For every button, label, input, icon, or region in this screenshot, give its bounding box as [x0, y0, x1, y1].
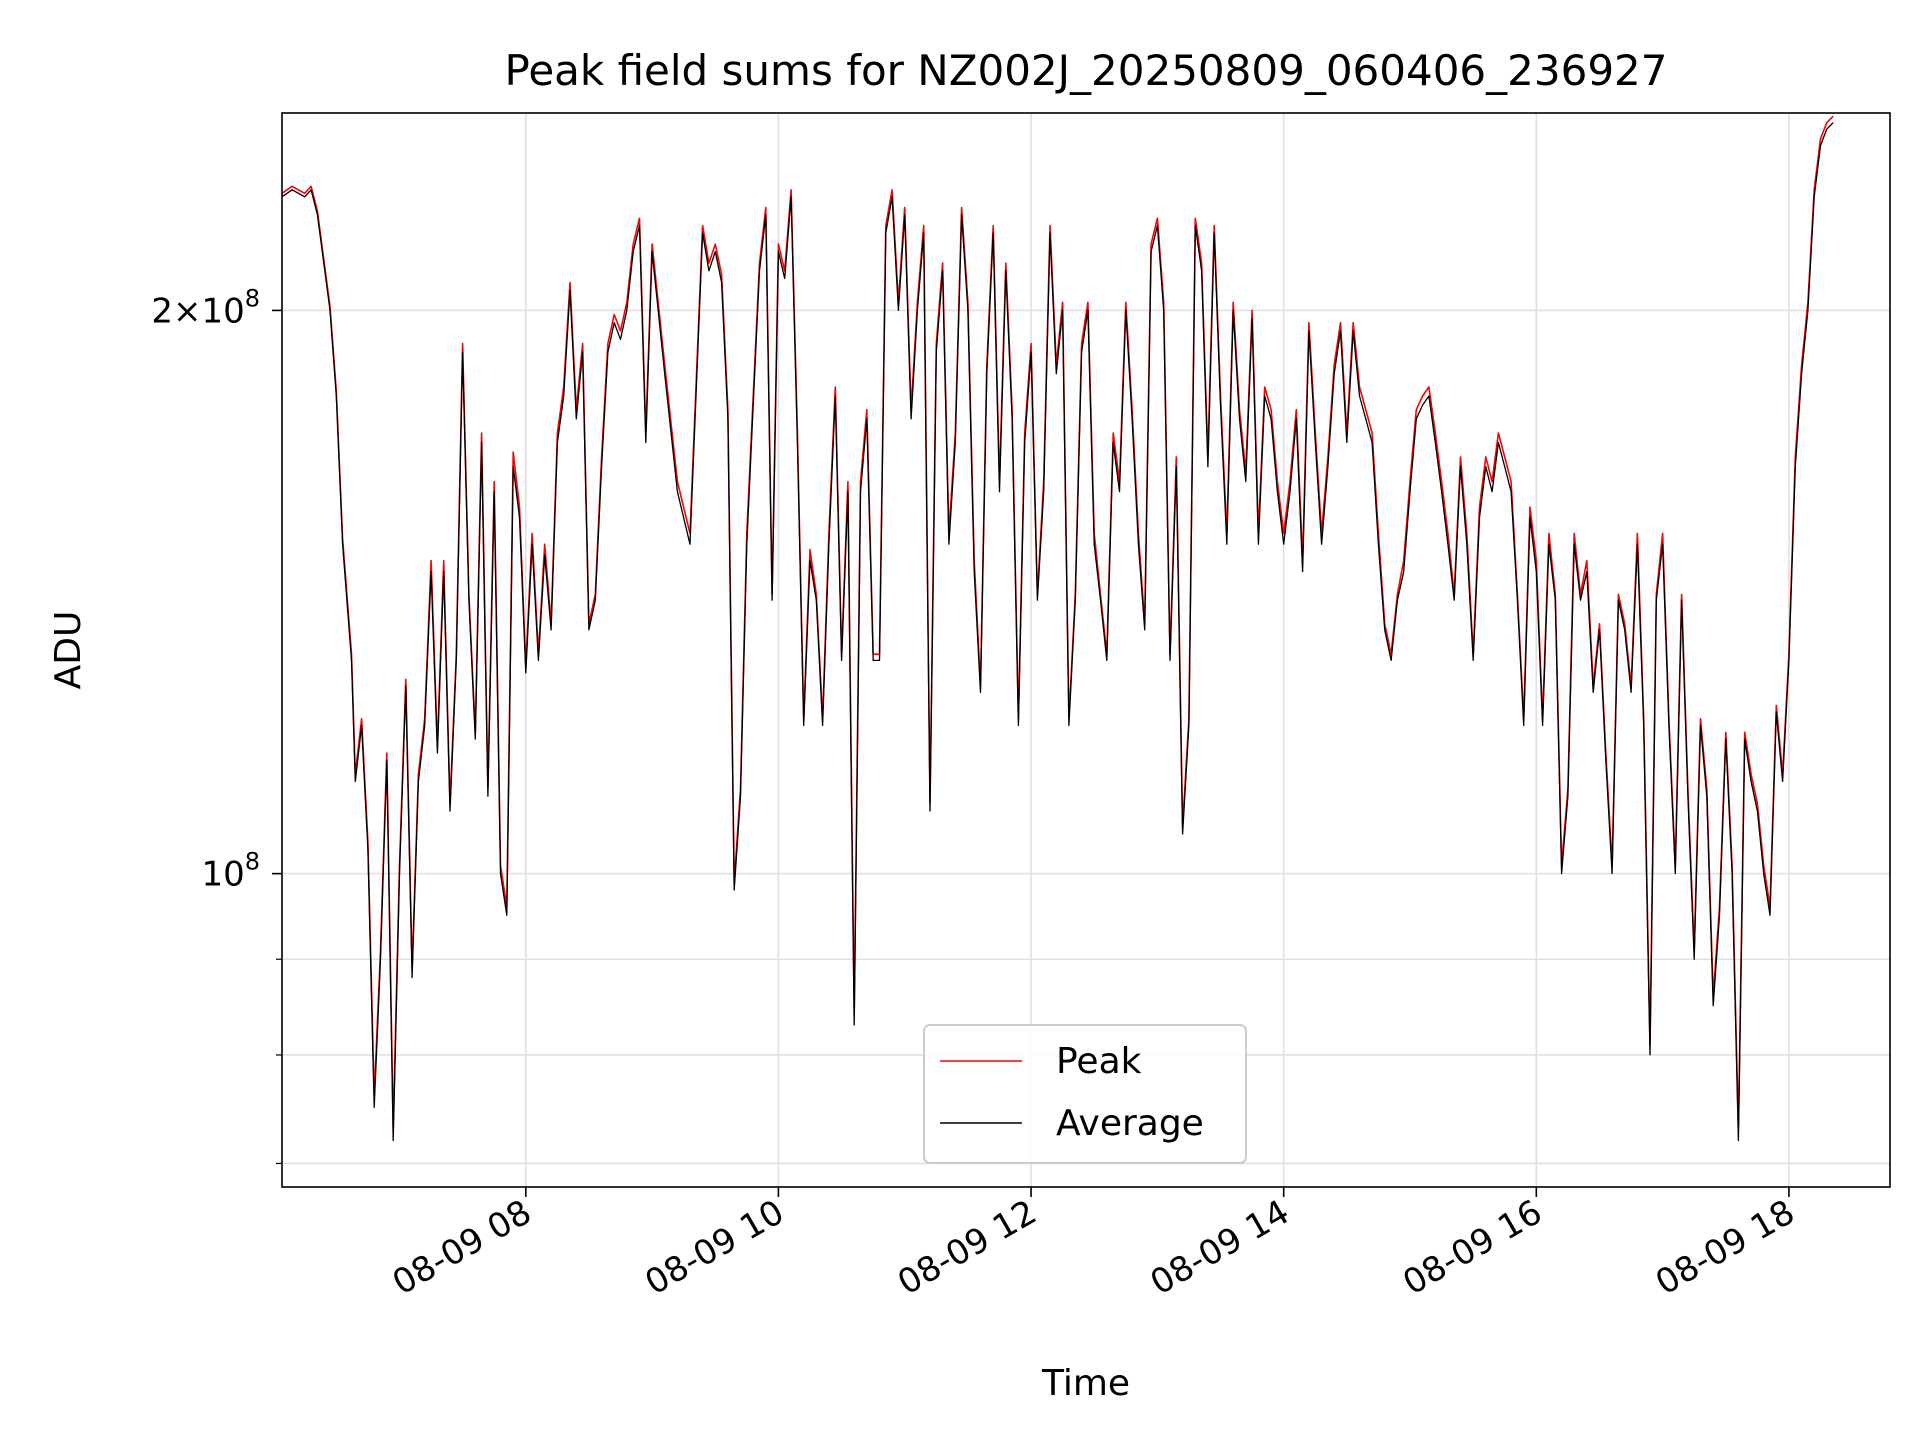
plot-frame [281, 112, 1891, 1188]
chart-title: Peak field sums for NZ002J_20250809_0604… [505, 46, 1668, 95]
series-layer [282, 115, 1834, 1142]
legend-label-average: Average [1056, 1103, 1204, 1144]
legend-box [923, 1024, 1247, 1164]
legend: Peak Average [923, 1024, 1247, 1164]
series-line-average [282, 122, 1834, 1142]
legend-label-peak: Peak [1056, 1041, 1142, 1082]
y-tick-label: 2×108 [151, 284, 260, 331]
x-axis-label: Time [1041, 1363, 1130, 1404]
y-axis-label: ADU [48, 611, 89, 690]
y-tick-label: 108 [201, 848, 260, 895]
